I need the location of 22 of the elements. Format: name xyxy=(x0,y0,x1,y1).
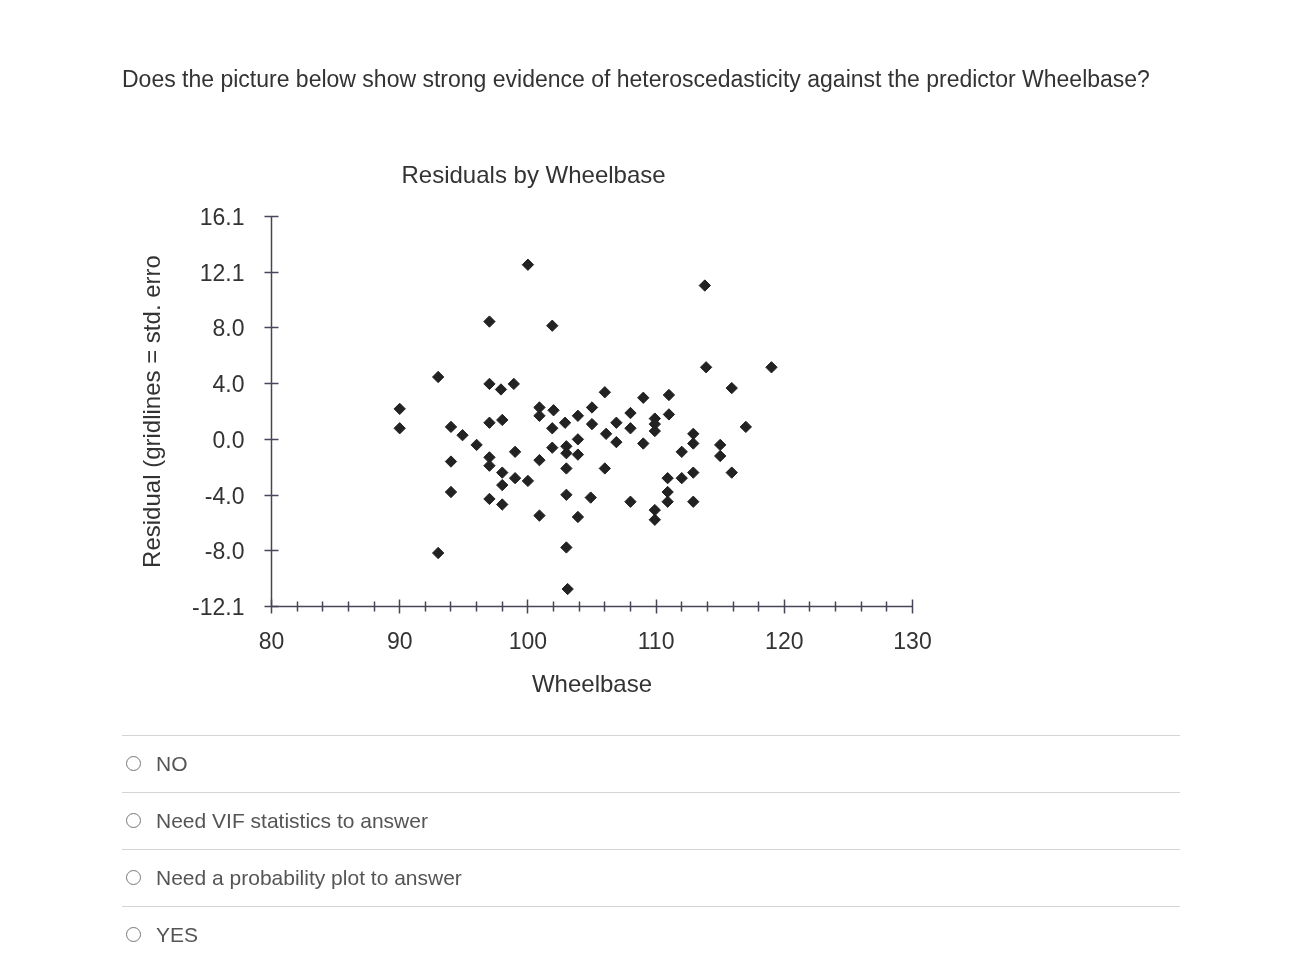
x-tick-label: 110 xyxy=(637,627,675,654)
y-tick-label: -8.0 xyxy=(204,538,245,565)
x-axis-title: Wheelbase xyxy=(531,669,653,697)
text: Need VIF statistics to answer xyxy=(156,807,428,834)
x-tick-label: 90 xyxy=(386,627,413,654)
chart-title: Residuals by Wheelbase xyxy=(401,160,666,188)
y-tick-label: 16.1 xyxy=(199,204,245,230)
y-tick-label: -12.1 xyxy=(192,594,245,620)
x-tick-label: 120 xyxy=(765,627,804,654)
y-tick-label: 12.1 xyxy=(199,259,245,286)
text: NO xyxy=(156,750,188,777)
y-tick-label: -4.0 xyxy=(204,482,245,509)
y-axis-title: Residual (gridlines = std. erro xyxy=(138,255,166,568)
y-tick-label: 4.0 xyxy=(212,371,245,398)
x-tick-label: 100 xyxy=(508,627,548,654)
y-tick-label: 0.0 xyxy=(212,426,245,453)
x-tick-label: 80 xyxy=(258,627,285,654)
text: Does the picture below show strong evidence of heteroscedasticity against the predictor Wheelbase? xyxy=(122,65,1150,94)
x-tick-label: 130 xyxy=(893,627,932,654)
text: YES xyxy=(156,921,199,948)
text: Need a probability plot to answer xyxy=(156,864,462,891)
y-tick-label: 8.0 xyxy=(212,315,245,342)
